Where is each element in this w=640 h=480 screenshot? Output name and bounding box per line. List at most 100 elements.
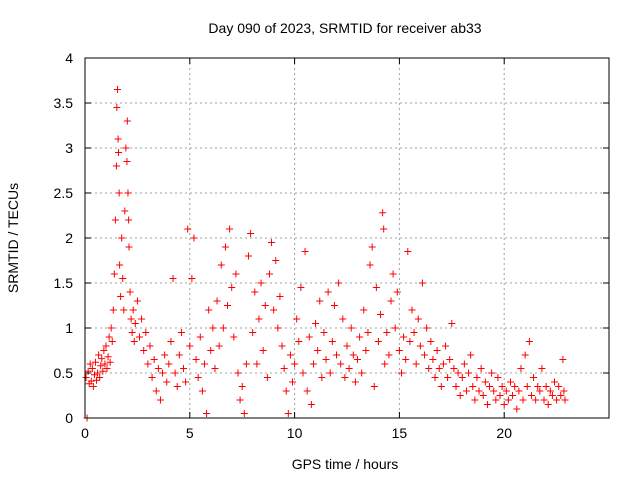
data-point — [385, 351, 393, 359]
data-point — [383, 329, 391, 336]
data-point — [263, 374, 271, 381]
data-point — [129, 306, 137, 314]
data-point — [391, 324, 399, 332]
data-point — [460, 360, 468, 368]
data-point — [163, 378, 171, 386]
data-point — [278, 342, 286, 350]
data-point — [146, 342, 154, 350]
data-point — [326, 369, 334, 377]
data-point — [159, 369, 167, 377]
data-point — [404, 248, 412, 255]
x-tick-label: 5 — [186, 425, 194, 441]
data-point — [486, 383, 494, 390]
data-point — [97, 362, 105, 370]
data-point — [471, 396, 479, 404]
data-point — [423, 324, 431, 332]
data-point — [117, 293, 125, 300]
data-point — [387, 297, 395, 305]
data-point — [557, 392, 565, 399]
data-point — [104, 353, 112, 361]
data-point — [101, 360, 109, 368]
data-point — [261, 302, 269, 309]
data-point — [519, 396, 527, 404]
data-point — [483, 401, 491, 408]
data-point — [127, 315, 135, 323]
data-point — [353, 356, 361, 363]
data-point — [232, 270, 240, 278]
data-point — [276, 293, 284, 300]
data-point — [118, 234, 126, 242]
data-point — [244, 252, 252, 260]
data-point — [207, 347, 215, 354]
x-tick-label: 0 — [81, 425, 89, 441]
data-point — [257, 279, 265, 287]
data-point — [555, 383, 563, 390]
data-point — [341, 374, 349, 381]
data-point — [228, 284, 236, 291]
data-point — [561, 396, 569, 404]
data-point — [211, 365, 219, 372]
data-point — [297, 284, 305, 291]
data-point — [167, 338, 175, 345]
plot-frame — [84, 57, 610, 419]
data-point — [546, 387, 554, 395]
data-point — [488, 369, 496, 377]
data-point — [333, 351, 341, 359]
data-point — [91, 358, 99, 366]
data-point — [408, 306, 416, 314]
data-point — [194, 374, 202, 381]
data-point — [370, 383, 378, 390]
data-point — [410, 329, 418, 336]
data-point — [312, 320, 320, 327]
data-point — [431, 374, 439, 381]
data-point — [536, 387, 544, 395]
data-point — [88, 365, 96, 372]
data-point — [540, 396, 548, 404]
data-point — [180, 365, 188, 372]
data-point — [458, 374, 466, 381]
data-point — [477, 365, 485, 372]
y-tick-label: 0.5 — [54, 365, 74, 381]
data-point — [337, 360, 345, 368]
data-point — [125, 216, 133, 224]
data-point — [120, 306, 128, 314]
data-point — [527, 392, 535, 399]
data-point — [184, 225, 192, 233]
data-point — [444, 374, 452, 381]
data-point — [303, 387, 311, 395]
data-point — [412, 360, 420, 368]
data-point — [86, 360, 94, 368]
data-point — [534, 383, 542, 390]
data-point — [205, 306, 213, 314]
data-point — [462, 387, 470, 395]
data-point — [293, 315, 301, 323]
data-point — [299, 369, 307, 377]
data-point — [173, 383, 181, 390]
data-point — [351, 378, 359, 386]
data-point — [362, 347, 370, 354]
data-point — [192, 356, 200, 363]
data-point — [90, 371, 98, 379]
data-point — [517, 365, 525, 372]
data-point — [148, 374, 156, 381]
data-point — [322, 356, 330, 363]
data-point — [126, 288, 134, 296]
data-point — [226, 225, 234, 233]
data-point — [523, 383, 531, 390]
data-point — [335, 279, 343, 287]
data-point — [496, 392, 504, 399]
data-point — [286, 351, 294, 359]
data-point — [511, 383, 519, 390]
data-point — [479, 392, 487, 399]
data-point — [89, 383, 97, 390]
data-point — [109, 306, 117, 314]
data-point — [130, 338, 138, 345]
data-point — [135, 333, 143, 341]
data-point — [393, 288, 401, 296]
data-point — [221, 243, 229, 251]
data-point — [366, 261, 374, 269]
data-point — [230, 333, 238, 341]
data-point — [213, 297, 221, 305]
data-point — [379, 209, 387, 217]
data-point — [133, 297, 141, 305]
